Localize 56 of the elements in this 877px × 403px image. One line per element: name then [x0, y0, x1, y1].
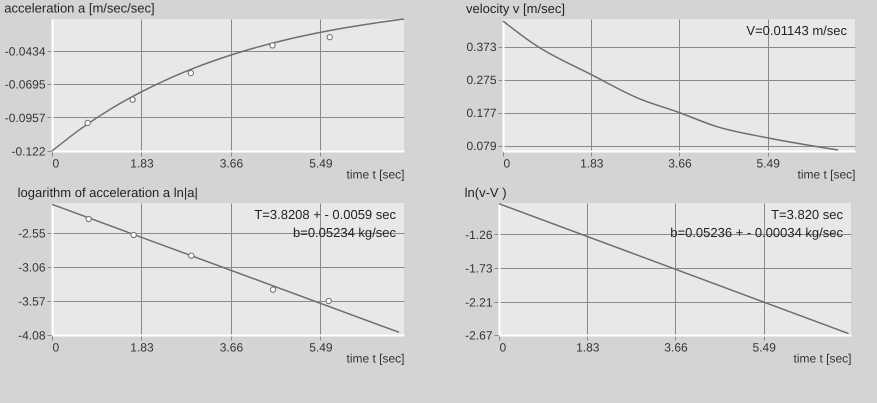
- chart-title: ln(v-V ): [464, 184, 507, 200]
- x-tick-label: 1.83: [130, 156, 154, 170]
- annotation: T=3.820 sec: [771, 207, 844, 222]
- x-tick-label: 0: [504, 156, 510, 170]
- x-tick-label: 1.83: [580, 156, 604, 170]
- x-tick-label: 5.49: [756, 156, 780, 170]
- y-tick-label: 0.275: [466, 73, 497, 88]
- y-tick-label: 0.079: [466, 139, 497, 154]
- y-tick-label: 0.373: [466, 40, 497, 54]
- x-axis-title: time t [sec]: [793, 352, 852, 366]
- x-tick-label: 3.66: [220, 156, 244, 170]
- x-tick-label: 3.66: [668, 156, 692, 170]
- point: [188, 252, 194, 259]
- y-tick-label: -2.67: [465, 328, 493, 342]
- y-tick-label: -3.57: [18, 294, 46, 308]
- x-tick-label: 5.49: [752, 340, 776, 354]
- annotation: V=0.01143 m/sec: [746, 23, 848, 38]
- annotation: T=3.8208 + - 0.0059 sec: [254, 207, 396, 222]
- chart-title: acceleration a [m/sec/sec]: [4, 0, 155, 16]
- point: [86, 216, 92, 222]
- annotation: b=0.05236 + - 0.00034 kg/sec: [670, 225, 844, 240]
- y-tick-label: -2.21: [465, 296, 493, 310]
- y-tick-label: -2.55: [18, 226, 46, 240]
- x-tick-label: 0: [52, 156, 60, 170]
- x-tick-label: 1.83: [576, 340, 600, 354]
- x-tick-label: 0: [500, 340, 506, 354]
- x-tick-label: 3.66: [664, 340, 688, 354]
- point: [84, 120, 91, 126]
- line-series: [51, 18, 405, 152]
- x-axis-title: time t [sec]: [797, 168, 856, 182]
- point: [326, 298, 332, 304]
- y-tick-label: -1.26: [465, 228, 493, 242]
- x-tick-label: 1.83: [130, 340, 154, 354]
- annotation: b=0.05234 kg/sec: [293, 225, 396, 240]
- x-axis-title: time t [sec]: [346, 168, 404, 182]
- x-tick-label: 5.49: [309, 340, 333, 354]
- point: [130, 232, 137, 238]
- point: [326, 34, 333, 40]
- x-tick-label: 0: [52, 340, 60, 354]
- x-tick-label: 5.49: [309, 156, 333, 170]
- y-tick-label: -0.0434: [4, 44, 46, 58]
- y-tick-label: -0.0695: [4, 78, 46, 92]
- y-tick-label: -0.122: [11, 144, 46, 158]
- point: [269, 42, 276, 49]
- x-axis-title: time t [sec]: [346, 352, 404, 366]
- y-tick-label: -1.73: [465, 261, 493, 276]
- x-tick-label: 3.66: [220, 340, 244, 354]
- point: [270, 286, 276, 293]
- y-tick-label: -3.06: [18, 260, 46, 274]
- point: [130, 96, 136, 103]
- chart-title: logarithm of acceleration a ln|a|: [18, 185, 198, 200]
- y-tick-label: -4.08: [18, 328, 46, 342]
- point: [188, 70, 194, 76]
- chart-title: velocity v [m/sec]: [466, 1, 565, 16]
- y-tick-label: 0.177: [466, 106, 497, 120]
- y-tick-label: -0.0957: [4, 110, 46, 125]
